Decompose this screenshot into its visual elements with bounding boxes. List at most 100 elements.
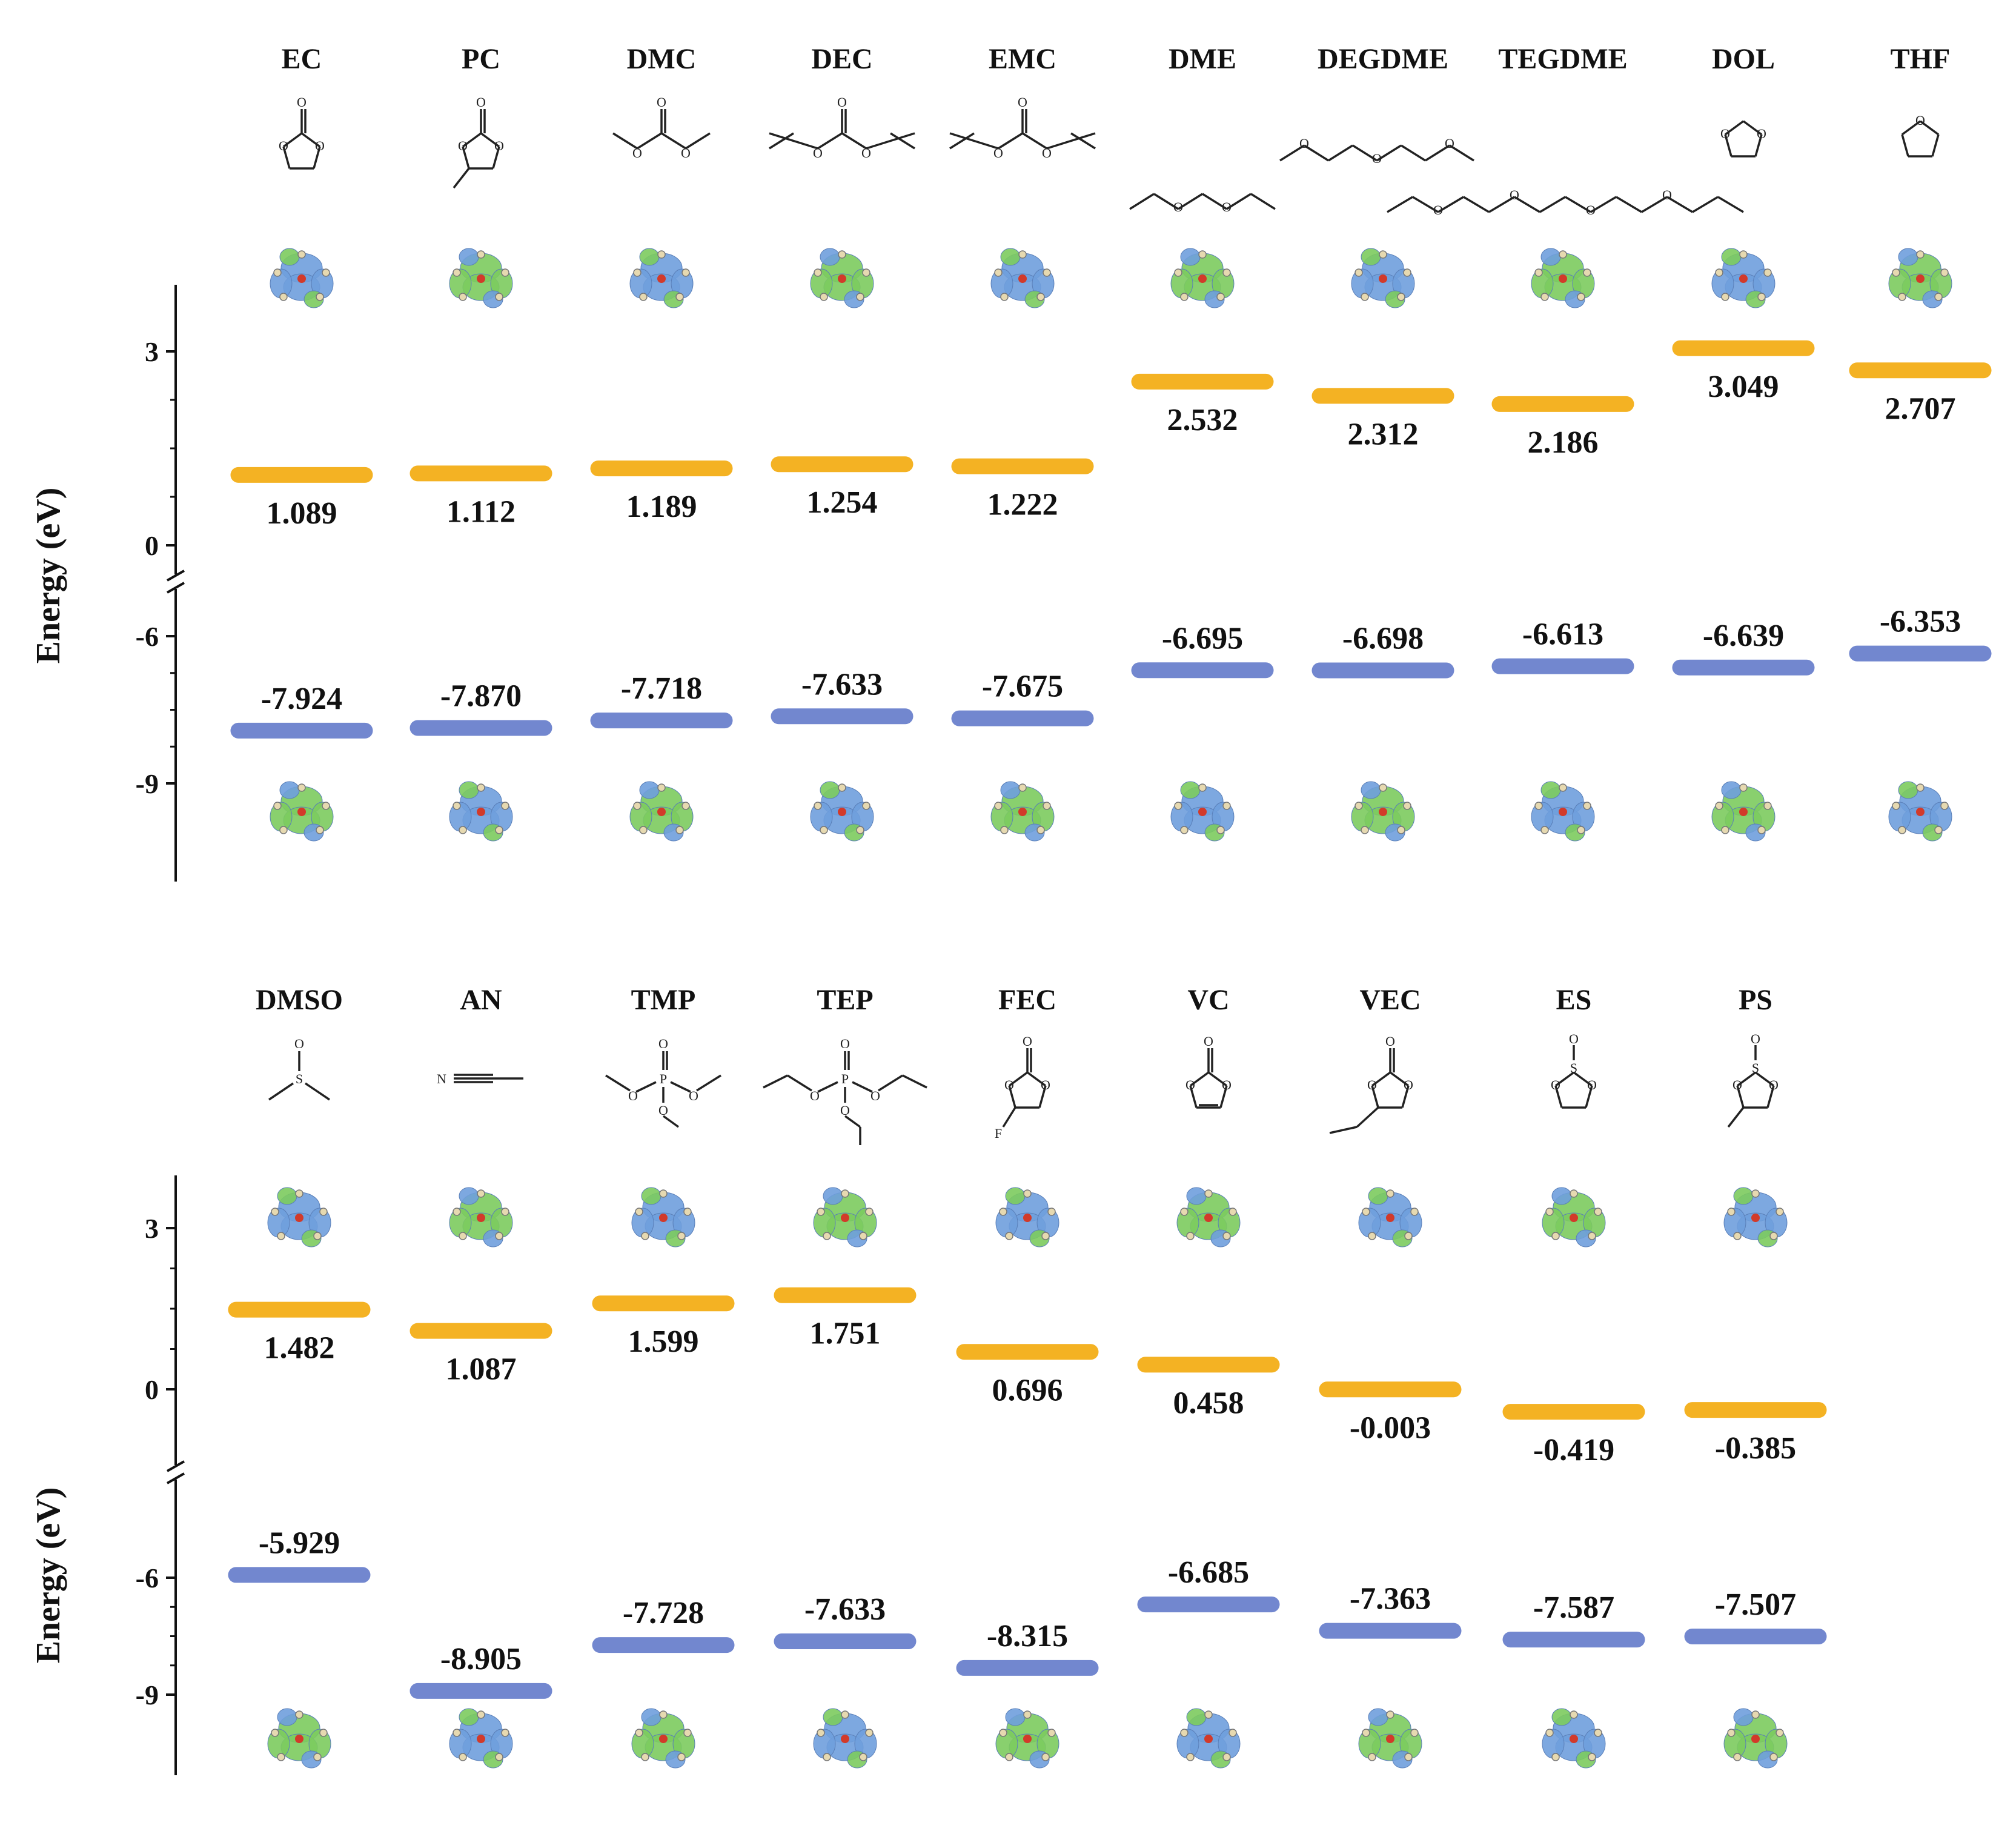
atom — [1757, 826, 1766, 834]
axis-break-mark — [167, 582, 185, 594]
bond — [635, 1081, 657, 1093]
homo-bar — [774, 1633, 917, 1650]
atom — [1892, 802, 1900, 810]
bond — [1022, 132, 1047, 150]
atom — [322, 802, 330, 810]
atom — [1403, 802, 1411, 810]
molecule-title: EC — [282, 43, 322, 75]
atom — [477, 1214, 485, 1222]
atom-label: O — [632, 145, 642, 161]
molecule-title: TMP — [631, 984, 696, 1016]
atom — [820, 826, 828, 834]
atom — [1776, 1208, 1784, 1216]
atom — [1368, 1753, 1376, 1761]
homo-value-label: -7.728 — [623, 1596, 704, 1630]
atom-label: O — [1751, 1031, 1760, 1046]
y-axis-label: Energy (eV) — [30, 488, 67, 664]
atom — [1023, 1189, 1032, 1198]
atom-label: O — [658, 1103, 668, 1118]
homo-bar — [1849, 645, 1992, 662]
orbital-lobe — [1361, 248, 1381, 266]
atom — [1018, 783, 1027, 792]
bond — [685, 132, 711, 150]
bond — [1026, 1071, 1047, 1087]
atom — [683, 1208, 692, 1216]
bond — [1328, 144, 1353, 162]
lumo-value-label: 1.254 — [807, 485, 878, 520]
lumo-value-label: 1.087 — [446, 1352, 517, 1387]
atom-label: O — [1404, 1077, 1413, 1092]
atom — [1361, 293, 1369, 301]
atom-label: O — [993, 145, 1003, 161]
atom — [1368, 1232, 1376, 1240]
atom — [495, 293, 503, 301]
atom — [1404, 1232, 1413, 1240]
atom — [1379, 783, 1387, 792]
lumo-orbital — [1176, 1187, 1241, 1248]
atom — [495, 1232, 503, 1240]
atom — [1018, 808, 1027, 816]
atom — [279, 293, 288, 301]
homo-value-label: -7.507 — [1715, 1587, 1796, 1622]
molecule-title: DME — [1169, 43, 1236, 75]
orbital-lobe — [1898, 248, 1918, 266]
atom — [322, 268, 330, 277]
atom-label: O — [1018, 95, 1027, 110]
homo-value-label: -6.695 — [1162, 621, 1243, 656]
orbital-lobe — [1005, 1708, 1026, 1726]
homo-bar — [228, 1567, 371, 1583]
molecule-structure: SO O O — [1727, 1031, 1779, 1128]
orbital-lobe — [1551, 1187, 1572, 1205]
bond — [480, 132, 500, 148]
bond — [1279, 144, 1305, 162]
lumo-bar — [1491, 396, 1634, 412]
bond — [1189, 1085, 1198, 1108]
orbital-lobe — [1368, 1187, 1388, 1205]
atom — [1715, 802, 1723, 810]
orbital-lobe — [1186, 1708, 1207, 1726]
homo-bar — [771, 708, 913, 725]
atom — [297, 808, 306, 816]
bond — [841, 132, 867, 150]
orbital-lobe — [1180, 248, 1201, 266]
bond — [1666, 196, 1693, 213]
atom — [279, 826, 288, 834]
atom — [675, 293, 684, 301]
atom — [319, 1208, 328, 1216]
atom — [1721, 293, 1729, 301]
molecule-structure: O O O — [1329, 1034, 1413, 1134]
bond — [1401, 144, 1426, 162]
homo-bar — [951, 710, 1094, 726]
bond — [1727, 1106, 1745, 1128]
atom — [459, 826, 467, 834]
lumo-value-label: 1.751 — [810, 1317, 881, 1351]
bond — [1901, 120, 1921, 136]
molecule-structure: O O O — [612, 95, 711, 161]
lumo-orbital — [1711, 248, 1776, 308]
atom — [1000, 293, 1009, 301]
bond — [1250, 193, 1276, 210]
molecule-title: PS — [1739, 984, 1772, 1016]
molecule-structure: N — [437, 1071, 523, 1086]
atom — [641, 1232, 649, 1240]
axis-break-mark — [167, 1460, 185, 1472]
atom — [1018, 250, 1027, 259]
atom — [1379, 808, 1387, 816]
atom — [1733, 1753, 1742, 1761]
atom — [1570, 1710, 1578, 1719]
atom-label: O — [279, 138, 288, 153]
atom — [1898, 293, 1906, 301]
y-axis-label: Energy (eV) — [30, 1487, 67, 1664]
atom — [841, 1735, 849, 1743]
atom — [1174, 802, 1182, 810]
bond — [453, 167, 470, 189]
lumo-orbital — [449, 1187, 513, 1248]
atom — [1216, 826, 1225, 834]
atom — [1763, 802, 1772, 810]
homo-value-label: -7.633 — [801, 667, 883, 702]
bond — [1356, 1106, 1379, 1128]
atom — [681, 802, 690, 810]
atom — [453, 802, 461, 810]
atom — [1204, 1214, 1213, 1222]
